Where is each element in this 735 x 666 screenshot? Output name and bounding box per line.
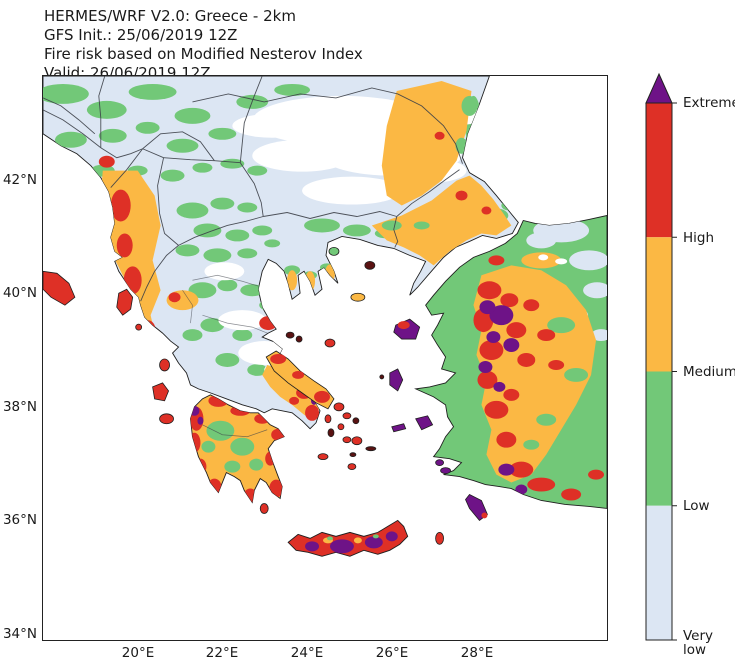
map-title-block: HERMES/WRF V2.0: Greece - 2km GFS Init.:…: [44, 7, 363, 83]
lat-tick-34n: 34°N: [2, 626, 37, 642]
colorbar-segment-low-medium: [646, 371, 672, 506]
title-line-model: HERMES/WRF V2.0: Greece - 2km: [44, 7, 296, 25]
legend-label-medium: Medium: [683, 364, 735, 380]
italy-heel: [43, 270, 76, 306]
lon-tick-24e: 24°E: [290, 645, 324, 661]
colorbar: [645, 72, 677, 641]
legend-label-low: Low: [683, 498, 710, 514]
legend-label-very-low: Very low: [683, 628, 714, 658]
lat-tick-42n: 42°N: [2, 172, 37, 188]
lat-tick-40n: 40°N: [2, 285, 37, 301]
map-frame: [42, 75, 608, 641]
country-borders: [43, 76, 463, 336]
lat-tick-38n: 38°N: [2, 399, 37, 415]
colorbar-segment-medium-high: [646, 237, 672, 372]
islands: [43, 246, 488, 545]
lon-tick-26e: 26°E: [375, 645, 409, 661]
fire-risk-map: [43, 76, 607, 640]
colorbar-segment-high-extreme: [646, 103, 672, 238]
chios-island: [389, 368, 404, 392]
colorbar-ticks: [672, 102, 677, 641]
title-line-variable: Fire risk based on Modified Nesterov Ind…: [44, 45, 363, 63]
colorbar-extreme-arrow: [645, 72, 673, 104]
legend-label-high: High: [683, 230, 715, 246]
lon-tick-22e: 22°E: [205, 645, 239, 661]
lat-tick-36n: 36°N: [2, 512, 37, 528]
kefalonia-island: [152, 382, 170, 402]
title-line-init: GFS Init.: 25/06/2019 12Z: [44, 26, 238, 44]
lon-tick-28e: 28°E: [460, 645, 494, 661]
crete-risk-patches: [305, 531, 398, 554]
corfu-island: [116, 288, 134, 316]
samos-island: [415, 415, 434, 431]
legend-label-extreme: Extreme: [683, 95, 735, 111]
colorbar-segment-verylow-low: [646, 505, 672, 640]
lon-tick-20e: 20°E: [121, 645, 155, 661]
